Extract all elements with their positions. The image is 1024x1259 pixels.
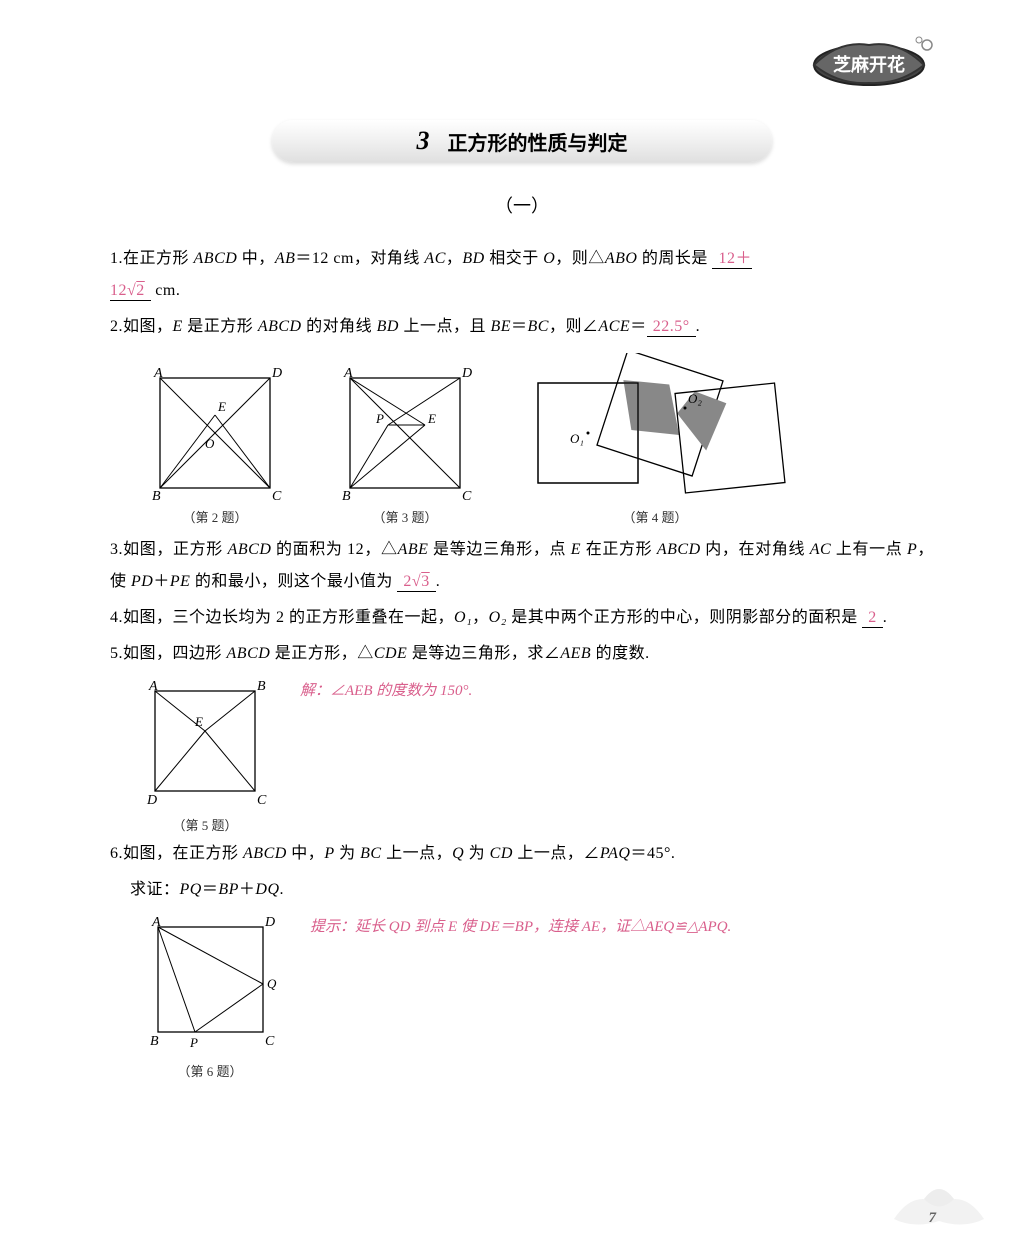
solution-5: 解：∠AEB 的度数为 150°. [300, 676, 472, 706]
chapter-number: 3 [417, 126, 430, 156]
svg-text:P: P [375, 411, 384, 426]
problem-5: 5.如图，四边形 ABCD 是正方形，△CDE 是等边三角形，求∠AEB 的度数… [110, 638, 934, 670]
svg-text:A: A [153, 366, 163, 381]
figure-2-caption: （第 2 题） [140, 507, 290, 526]
section-label: （一） [110, 192, 934, 218]
problem-4: 4.如图，三个边长均为 2 的正方形重叠在一起，O₁，O₂ 是其中两个正方形的中… [110, 602, 934, 634]
svg-text:C: C [265, 1034, 275, 1049]
svg-text:B: B [342, 489, 351, 503]
svg-text:O: O [205, 436, 215, 451]
svg-text:A: A [151, 915, 161, 930]
svg-text:E: E [427, 411, 436, 426]
figure-4-svg: O₁ O₂ [520, 353, 790, 503]
problem-3: 3.如图，正方形 ABCD 的面积为 12，△ABE 是等边三角形，点 E 在正… [110, 534, 934, 598]
figure-5-caption: （第 5 题） [140, 815, 270, 834]
figure-3-svg: A D B C E P [330, 363, 480, 503]
svg-text:E: E [194, 714, 203, 729]
svg-text:E: E [217, 399, 226, 414]
svg-text:D: D [461, 366, 472, 381]
problem-number: 4. [110, 609, 123, 626]
problem-number: 3. [110, 541, 123, 558]
problem-number: 1. [110, 250, 123, 267]
problem-1: 1.在正方形 ABCD 中，AB＝12 cm，对角线 AC，BD 相交于 O，则… [110, 243, 934, 307]
problem-number: 6. [110, 845, 123, 862]
figure-5-svg: A B D C E [140, 676, 270, 811]
figure-2: A D B C E O （第 2 题） [140, 363, 290, 526]
problem-number: 5. [110, 645, 123, 662]
chapter-title: 正方形的性质与判定 [448, 127, 628, 156]
problem-5-row: A B D C E （第 5 题） 解：∠AEB 的度数为 150°. [140, 676, 934, 834]
problem-6-prove: 求证：PQ＝BP＋DQ. [110, 874, 934, 906]
figure-3: A D B C E P （第 3 题） [330, 363, 480, 526]
svg-text:D: D [264, 915, 275, 930]
figure-4-caption: （第 4 题） [520, 507, 790, 526]
svg-text:B: B [152, 489, 161, 503]
figure-2-svg: A D B C E O [140, 363, 290, 503]
svg-text:D: D [271, 366, 282, 381]
problem-6-row: A D B C P Q （第 6 题） 提示：延长 QD 到点 E 使 DE＝B… [140, 912, 934, 1080]
answer-3: 2√3 [397, 573, 435, 592]
svg-text:P: P [189, 1035, 198, 1050]
answer-2: 22.5° [647, 318, 696, 337]
svg-text:D: D [146, 793, 157, 808]
figure-5: A B D C E （第 5 题） [140, 676, 270, 834]
problem-number: 2. [110, 318, 123, 335]
page-number: 7 [929, 1210, 937, 1227]
page-container: 芝麻开花 3 正方形的性质与判定 （一） 1.在正方形 ABCD 中，AB＝12… [0, 0, 1024, 1120]
svg-text:Q: Q [267, 976, 277, 991]
svg-text:O₂: O₂ [688, 391, 702, 406]
figures-row-1: A D B C E O （第 2 题） A D B C [140, 353, 934, 526]
problem-6: 6.如图，在正方形 ABCD 中，P 为 BC 上一点，Q 为 CD 上一点，∠… [110, 838, 934, 870]
svg-text:B: B [150, 1034, 159, 1049]
figure-6-caption: （第 6 题） [140, 1061, 280, 1080]
figure-3-caption: （第 3 题） [330, 507, 480, 526]
svg-text:O₁: O₁ [570, 431, 584, 446]
figure-6: A D B C P Q （第 6 题） [140, 912, 280, 1080]
hint-6: 提示：延长 QD 到点 E 使 DE＝BP，连接 AE，证△AEQ≌△APQ. [310, 912, 731, 942]
figure-4: O₁ O₂ （第 4 题） [520, 353, 790, 526]
svg-text:C: C [257, 793, 267, 808]
brand-logo: 芝麻开花 [799, 35, 939, 90]
problem-2: 2.如图，E 是正方形 ABCD 的对角线 BD 上一点，且 BE＝BC，则∠A… [110, 311, 934, 343]
chapter-header: 3 正方形的性质与判定 [272, 120, 772, 162]
svg-text:A: A [343, 366, 353, 381]
svg-text:芝麻开花: 芝麻开花 [833, 54, 905, 75]
svg-text:C: C [462, 489, 472, 503]
corner-decoration-icon [884, 1169, 994, 1239]
svg-text:B: B [257, 679, 266, 694]
svg-text:C: C [272, 489, 282, 503]
figure-6-svg: A D B C P Q [140, 912, 280, 1057]
answer-4: 2 [862, 609, 883, 628]
svg-text:A: A [148, 679, 158, 694]
